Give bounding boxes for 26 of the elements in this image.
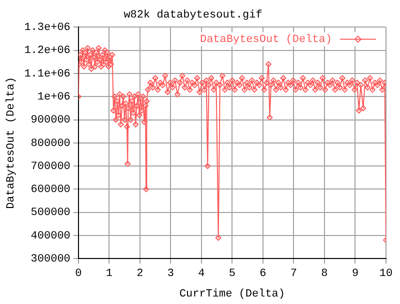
x-tick-label: 6 (260, 268, 266, 280)
y-tick-label: 900000 (30, 114, 70, 127)
y-tick-label: 1.3e+06 (24, 22, 70, 34)
y-axis-title: DataBytesOut (Delta) (6, 76, 18, 209)
y-tick-label: 1e+06 (37, 92, 70, 104)
chart-title: w82k databytesout.gif (124, 10, 262, 22)
y-tick-label: 1.1e+06 (24, 68, 70, 80)
x-tick-label: 10 (379, 268, 393, 280)
x-tick-label: 3 (167, 268, 174, 280)
x-tick-label: 7 (290, 268, 298, 280)
legend-label: DataBytesOut (Delta) (200, 34, 332, 46)
y-tick-label: 1.2e+06 (24, 45, 70, 58)
x-tick-label: 0 (75, 268, 82, 280)
x-axis-title: CurrTime (Delta) (179, 288, 286, 300)
y-tick-label: 700000 (30, 160, 70, 173)
x-tick-label: 2 (136, 268, 144, 280)
y-tick-label: 400000 (30, 230, 70, 242)
x-tick-label: 4 (198, 268, 206, 280)
x-tick-label: 1 (106, 268, 113, 280)
y-tick-label: 300000 (30, 254, 70, 266)
y-tick-label: 800000 (30, 138, 70, 150)
y-tick-label: 500000 (30, 207, 70, 220)
x-tick-label: 9 (352, 268, 359, 280)
x-tick-label: 8 (321, 268, 328, 280)
y-tick-label: 600000 (30, 184, 70, 196)
x-tick-label: 5 (228, 268, 236, 280)
